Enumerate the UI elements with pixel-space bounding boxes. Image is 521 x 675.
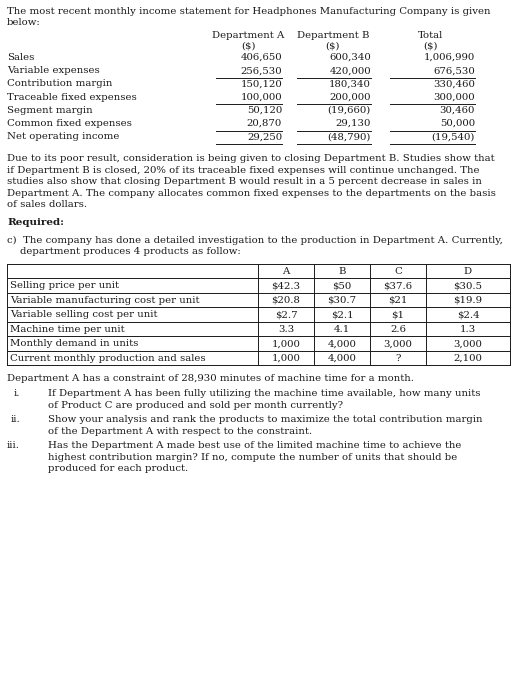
Text: 50,000: 50,000 [440,119,475,128]
Text: ?: ? [395,354,401,363]
Text: 2.6: 2.6 [390,325,406,334]
Text: Department A. The company allocates common fixed expenses to the departments on : Department A. The company allocates comm… [7,189,496,198]
Text: (48,790): (48,790) [328,132,371,141]
Text: 100,000: 100,000 [240,92,282,102]
Text: $50: $50 [332,281,352,290]
Text: $42.3: $42.3 [271,281,301,290]
Text: Variable manufacturing cost per unit: Variable manufacturing cost per unit [10,296,200,305]
Text: 3,000: 3,000 [454,340,482,348]
Text: iii.: iii. [7,441,20,450]
Text: Department A has a constraint of 28,930 minutes of machine time for a month.: Department A has a constraint of 28,930 … [7,375,414,383]
Text: 180,340: 180,340 [329,80,371,88]
Text: The most recent monthly income statement for Headphones Manufacturing Company is: The most recent monthly income statement… [7,7,490,16]
Text: Common fixed expenses: Common fixed expenses [7,119,132,128]
Text: $2.7: $2.7 [275,310,297,319]
Text: 676,530: 676,530 [433,66,475,75]
Text: ($): ($) [241,42,255,51]
Text: 200,000: 200,000 [329,92,371,102]
Text: $37.6: $37.6 [383,281,413,290]
Text: Contribution margin: Contribution margin [7,80,113,88]
Text: 29,250: 29,250 [247,132,282,141]
Text: Total: Total [417,31,443,40]
Text: C: C [394,267,402,276]
Text: below:: below: [7,18,41,27]
Text: $2.1: $2.1 [331,310,353,319]
Text: $30.5: $30.5 [453,281,482,290]
Text: 256,530: 256,530 [240,66,282,75]
Text: of sales dollars.: of sales dollars. [7,200,87,209]
Text: Machine time per unit: Machine time per unit [10,325,125,334]
Text: B: B [338,267,346,276]
Text: Department A: Department A [212,31,284,40]
Text: Net operating income: Net operating income [7,132,119,141]
Text: D: D [464,267,472,276]
Text: $1: $1 [391,310,404,319]
Text: ii.: ii. [10,415,20,425]
Text: 2,100: 2,100 [454,354,482,363]
Text: 406,650: 406,650 [240,53,282,62]
Text: studies also show that closing Department B would result in a 5 percent decrease: studies also show that closing Departmen… [7,178,482,186]
Text: $20.8: $20.8 [271,296,301,305]
Text: (19,540): (19,540) [431,132,475,141]
Text: Monthly demand in units: Monthly demand in units [10,340,139,348]
Text: Required:: Required: [7,218,64,227]
Text: Has the Department A made best use of the limited machine time to achieve the: Has the Department A made best use of th… [48,441,462,450]
Text: 29,130: 29,130 [336,119,371,128]
Text: 300,000: 300,000 [433,92,475,102]
Text: 3,000: 3,000 [383,340,413,348]
Text: $30.7: $30.7 [327,296,356,305]
Text: Segment margin: Segment margin [7,106,93,115]
Text: $21: $21 [388,296,408,305]
Text: c)  The company has done a detailed investigation to the production in Departmen: c) The company has done a detailed inves… [7,236,503,245]
Text: 600,340: 600,340 [329,53,371,62]
Text: 20,870: 20,870 [247,119,282,128]
Text: Show your analysis and rank the products to maximize the total contribution marg: Show your analysis and rank the products… [48,415,482,425]
Text: Selling price per unit: Selling price per unit [10,281,119,290]
Text: ($): ($) [423,42,437,51]
Text: 30,460: 30,460 [440,106,475,115]
Text: $2.4: $2.4 [457,310,479,319]
Text: 1,000: 1,000 [271,340,301,348]
Text: 3.3: 3.3 [278,325,294,334]
Text: highest contribution margin? If no, compute the number of units that should be: highest contribution margin? If no, comp… [48,453,457,462]
Text: 4.1: 4.1 [334,325,350,334]
Text: of the Department A with respect to the constraint.: of the Department A with respect to the … [48,427,312,436]
Text: Variable expenses: Variable expenses [7,66,100,75]
Text: If Department A has been fully utilizing the machine time available, how many un: If Department A has been fully utilizing… [48,389,480,398]
Text: Due to its poor result, consideration is being given to closing Department B. St: Due to its poor result, consideration is… [7,155,494,163]
Text: Sales: Sales [7,53,34,62]
Text: i.: i. [14,389,20,398]
Text: of Product C are produced and sold per month currently?: of Product C are produced and sold per m… [48,401,343,410]
Text: Current monthly production and sales: Current monthly production and sales [10,354,206,363]
Text: ($): ($) [326,42,340,51]
Text: 150,120: 150,120 [240,80,282,88]
Text: 1,006,990: 1,006,990 [424,53,475,62]
Text: 330,460: 330,460 [433,80,475,88]
Text: Variable selling cost per unit: Variable selling cost per unit [10,310,157,319]
Text: 1,000: 1,000 [271,354,301,363]
Text: 1.3: 1.3 [460,325,476,334]
Text: $19.9: $19.9 [453,296,482,305]
Text: 50,120: 50,120 [247,106,282,115]
Text: department produces 4 products as follow:: department produces 4 products as follow… [7,248,241,256]
Text: Department B: Department B [297,31,369,40]
Text: 420,000: 420,000 [329,66,371,75]
Text: 4,000: 4,000 [328,354,356,363]
Text: produced for each product.: produced for each product. [48,464,188,473]
Text: (19,660): (19,660) [328,106,371,115]
Text: A: A [282,267,290,276]
Text: Traceable fixed expenses: Traceable fixed expenses [7,92,137,102]
Text: 4,000: 4,000 [328,340,356,348]
Text: if Department B is closed, 20% of its traceable fixed expenses will continue unc: if Department B is closed, 20% of its tr… [7,166,479,175]
